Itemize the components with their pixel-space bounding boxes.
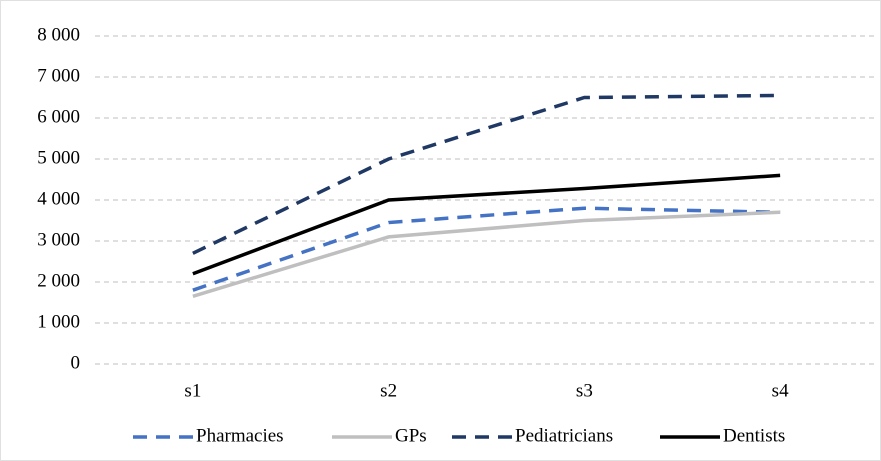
- legend-label: Pediatricians: [515, 425, 613, 446]
- y-tick-label: 3 000: [37, 229, 80, 250]
- series-line: [192, 210, 781, 299]
- y-tick-label: 1 000: [37, 311, 80, 332]
- y-tick-label: 0: [71, 352, 81, 373]
- y-tick-label: 6 000: [37, 106, 80, 127]
- x-tick-label: s3: [576, 380, 593, 401]
- legend-label: GPs: [395, 425, 427, 446]
- y-tick-label: 8 000: [37, 24, 80, 45]
- legend-label: Pharmacies: [196, 425, 284, 446]
- y-tick-label: 2 000: [37, 270, 80, 291]
- y-tick-label: 5 000: [37, 147, 80, 168]
- x-tick-label: s4: [772, 380, 789, 401]
- legend-label: Dentists: [723, 425, 785, 446]
- x-tick-label: s2: [380, 380, 397, 401]
- series-line: [192, 173, 781, 276]
- series-line: [192, 206, 781, 292]
- y-tick-label: 7 000: [37, 65, 80, 86]
- x-tick-label: s1: [184, 380, 201, 401]
- y-tick-label: 4 000: [37, 188, 80, 209]
